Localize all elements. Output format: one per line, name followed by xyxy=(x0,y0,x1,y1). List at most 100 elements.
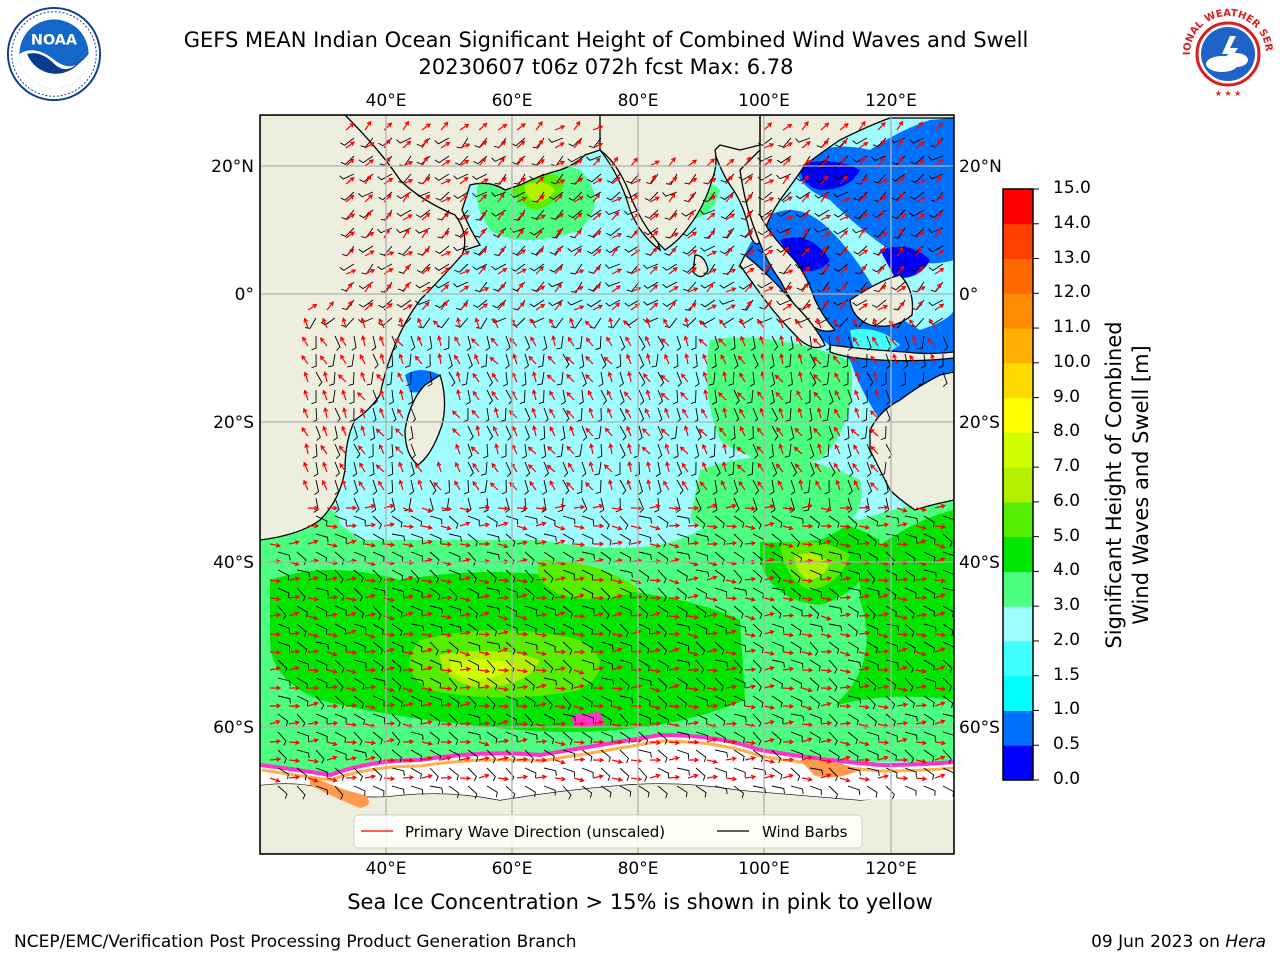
wave-direction-arrow xyxy=(832,319,841,329)
wave-direction-arrow xyxy=(345,756,357,761)
wave-direction-arrow xyxy=(854,371,860,383)
wind-barb xyxy=(391,533,406,542)
wave-direction-arrow xyxy=(782,739,795,745)
wind-barb xyxy=(567,155,583,163)
wave-direction-arrow xyxy=(478,741,490,747)
wind-barb xyxy=(453,173,469,180)
wind-barb xyxy=(638,587,648,602)
wave-direction-arrow xyxy=(763,286,774,293)
wind-barb xyxy=(505,623,518,634)
wave-direction-arrow xyxy=(763,301,772,311)
wave-direction-arrow xyxy=(491,390,499,401)
wave-direction-arrow xyxy=(668,212,678,221)
wave-direction-arrow xyxy=(668,631,681,637)
wind-barb xyxy=(560,389,566,405)
wave-direction-arrow xyxy=(820,773,832,779)
wind-barb xyxy=(524,623,537,634)
wave-direction-arrow xyxy=(835,479,841,491)
wave-direction-arrow xyxy=(345,248,355,257)
wave-direction-arrow xyxy=(660,374,670,383)
wave-direction-arrow xyxy=(379,389,385,401)
wind-barb xyxy=(643,227,659,236)
wind-barb xyxy=(656,479,662,495)
wave-direction-arrow xyxy=(801,705,813,711)
wave-direction-arrow xyxy=(645,389,651,401)
wind-barb xyxy=(771,695,783,708)
wind-barb xyxy=(543,677,558,686)
wave-direction-arrow xyxy=(934,719,946,725)
wave-direction-arrow xyxy=(687,249,698,257)
wave-direction-arrow xyxy=(459,123,470,131)
wave-direction-arrow xyxy=(687,540,700,546)
wave-direction-arrow xyxy=(364,593,376,599)
wave-direction-arrow xyxy=(896,175,905,185)
wind-barb xyxy=(587,245,602,255)
wind-barb xyxy=(347,353,355,368)
wave-direction-arrow xyxy=(364,302,374,311)
wind-barb xyxy=(847,623,858,637)
wind-barb xyxy=(860,425,868,440)
wave-direction-arrow xyxy=(383,138,391,149)
wave-direction-arrow xyxy=(687,651,699,657)
wave-direction-arrow xyxy=(592,541,605,547)
wind-barb xyxy=(448,515,459,529)
wave-direction-arrow xyxy=(402,251,414,257)
wind-barb xyxy=(358,155,374,164)
wind-barb xyxy=(657,605,669,618)
wind-barb xyxy=(435,191,450,201)
wind-barb xyxy=(770,497,776,513)
wave-direction-arrow xyxy=(459,159,470,167)
wind-barb xyxy=(752,749,764,763)
wave-direction-arrow xyxy=(573,613,586,619)
wind-barb xyxy=(543,767,557,776)
wind-barb xyxy=(752,497,758,513)
wave-direction-arrow xyxy=(928,318,936,329)
wind-barb xyxy=(600,659,613,670)
wave-direction-arrow xyxy=(493,407,499,419)
wind-barb xyxy=(638,677,652,686)
wind-barb xyxy=(923,587,936,599)
wind-barb xyxy=(738,263,754,270)
wave-direction-arrow xyxy=(934,665,946,671)
wind-barb xyxy=(833,191,849,198)
colorbar-swatch xyxy=(1003,536,1033,572)
wave-direction-arrow xyxy=(516,249,526,257)
wind-barb xyxy=(676,587,687,601)
wind-barb xyxy=(904,749,915,764)
wave-direction-arrow xyxy=(326,669,339,674)
wave-direction-arrow xyxy=(934,740,947,746)
wave-direction-arrow xyxy=(497,246,505,257)
wind-barb xyxy=(429,695,443,705)
wave-direction-arrow xyxy=(592,304,604,311)
wind-barb xyxy=(520,497,527,513)
wave-direction-arrow xyxy=(627,460,633,473)
wave-direction-arrow xyxy=(763,143,775,149)
wave-direction-arrow xyxy=(915,158,925,167)
wind-barb xyxy=(790,713,805,722)
wind-barb xyxy=(676,461,683,477)
wave-direction-arrow xyxy=(516,651,529,656)
wind-barb xyxy=(923,749,935,762)
wave-direction-arrow xyxy=(687,720,700,726)
wind-barb xyxy=(709,443,716,458)
wave-direction-arrow xyxy=(592,685,605,691)
wind-barb xyxy=(581,605,595,615)
wave-direction-arrow xyxy=(532,371,537,383)
wind-barb xyxy=(358,317,374,324)
wave-direction-arrow xyxy=(934,686,947,692)
wave-direction-arrow xyxy=(584,374,594,383)
lat-tick-left-40s: 40°S xyxy=(213,553,254,573)
wave-direction-arrow xyxy=(478,611,490,617)
wave-direction-arrow xyxy=(725,579,737,584)
wind-barb xyxy=(624,245,640,253)
wave-direction-arrow xyxy=(934,303,945,311)
wind-barb xyxy=(675,497,681,513)
wind-barb xyxy=(769,353,775,369)
wind-barb xyxy=(657,641,668,656)
wind-barb xyxy=(619,533,631,546)
wind-barb xyxy=(334,497,340,513)
wind-barb xyxy=(714,605,727,617)
wave-direction-arrow xyxy=(877,542,890,548)
wave-direction-arrow xyxy=(345,523,358,529)
wind-barb xyxy=(714,767,727,778)
